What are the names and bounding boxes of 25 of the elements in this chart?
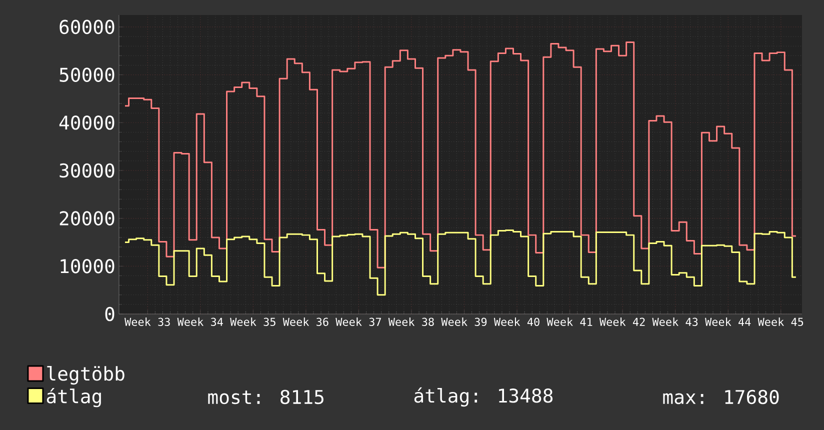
legend-label: legtöbb [47, 366, 124, 385]
x-tick-label: Week 44 [705, 318, 751, 326]
x-tick-label: Week 33 [124, 318, 170, 326]
text: átlag: 13488 [414, 387, 553, 407]
x-tick-label: Week 39 [441, 318, 487, 326]
x-tick-label: Week 45 [758, 318, 804, 326]
y-tick-label: 10000 [60, 259, 114, 274]
x-tick-label: Week 34 [177, 318, 223, 326]
x-tick-label: Week 41 [546, 318, 592, 326]
x-tick-label: Week 40 [494, 318, 540, 326]
x-tick-label: Week 36 [282, 318, 328, 326]
y-tick-label: 20000 [60, 211, 114, 226]
y-tick-label: 0 [105, 306, 114, 322]
y-tick-label: 30000 [60, 163, 114, 178]
text: max: 17680 [663, 390, 779, 404]
text: most: 8115 [208, 390, 324, 404]
y-tick-label: 40000 [59, 115, 114, 130]
x-tick-label: Week 43 [652, 318, 698, 326]
x-tick-label: Week 37 [336, 318, 381, 326]
y-tick-label: 50000 [60, 68, 114, 82]
x-tick-label: Week 35 [230, 318, 276, 326]
legend-label: átlag [46, 388, 101, 408]
y-tick-label: 60000 [60, 20, 114, 34]
x-tick-label: Week 42 [599, 318, 645, 326]
x-tick-label: Week 38 [388, 318, 434, 326]
